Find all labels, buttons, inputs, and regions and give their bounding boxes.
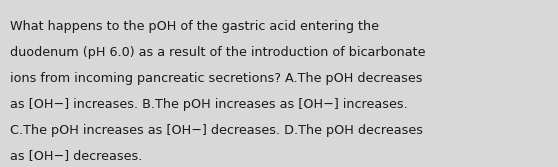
Text: C.The pOH increases as [OH−] decreases. D.The pOH decreases: C.The pOH increases as [OH−] decreases. … <box>10 124 423 137</box>
Text: What happens to the pOH of the gastric acid entering the: What happens to the pOH of the gastric a… <box>10 20 379 33</box>
Text: as [OH−] decreases.: as [OH−] decreases. <box>10 149 142 162</box>
Text: duodenum (pH 6.0) as a result of the introduction of bicarbonate: duodenum (pH 6.0) as a result of the int… <box>10 46 426 59</box>
Text: as [OH−] increases. B.The pOH increases as [OH−] increases.: as [OH−] increases. B.The pOH increases … <box>10 98 408 111</box>
Text: ions from incoming pancreatic secretions? A.The pOH decreases: ions from incoming pancreatic secretions… <box>10 72 422 85</box>
